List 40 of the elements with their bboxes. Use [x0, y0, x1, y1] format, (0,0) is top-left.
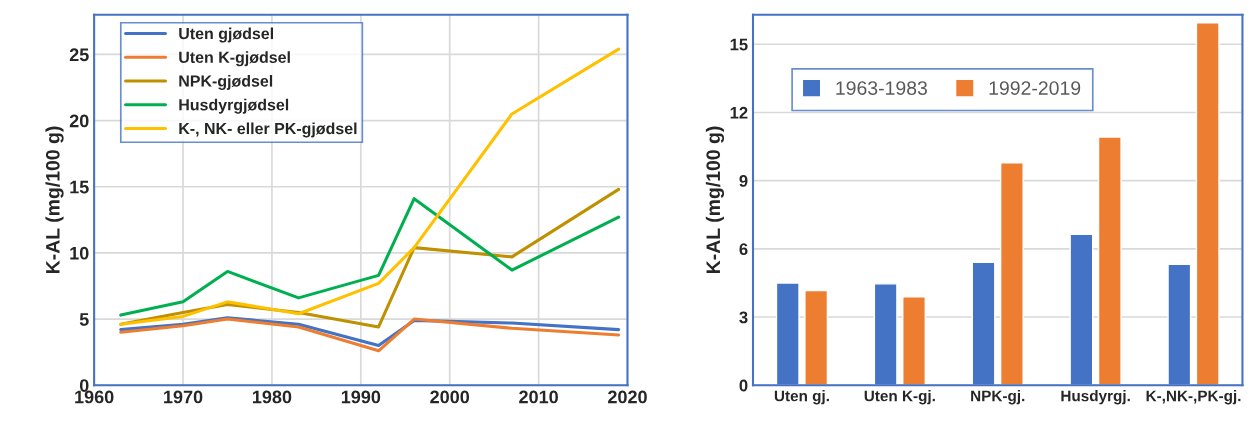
legend-label: Uten gjødsel [179, 27, 273, 43]
bar [804, 289, 829, 386]
x-tick-label: 2000 [430, 390, 470, 404]
y-tick-label: 15 [70, 180, 89, 194]
x-tick-label: 1980 [252, 390, 292, 404]
y-tick-label: 10 [70, 246, 89, 260]
bar [1195, 22, 1220, 386]
y-tick-label: 15 [730, 38, 748, 51]
line-series [119, 197, 621, 317]
y-tick-label: 9 [739, 175, 748, 187]
legend-label: Uten K-gjødsel [179, 51, 290, 67]
x-tick-label: 2020 [608, 390, 647, 404]
legend-label: 1963-1983 [836, 81, 927, 95]
x-tick-label: Uten gj. [774, 390, 829, 405]
x-tick-label: 1960 [75, 390, 114, 404]
x-tick-label: Uten K-gj. [864, 390, 935, 405]
x-tick-label: 1970 [164, 390, 203, 404]
x-tick-label: K-,NK-,PK-gj. [1146, 390, 1241, 405]
x-tick-label: 2010 [519, 390, 558, 404]
x-tick-label: NPK-gj. [971, 390, 1025, 405]
y-tick-label: 3 [739, 311, 748, 324]
bar [999, 162, 1024, 386]
legend-label: K-, NK- eller PK-gjødsel [179, 122, 357, 138]
y-axis-title: K-AL (mg/100 g) [705, 126, 725, 274]
y-tick-label: 0 [739, 379, 748, 392]
line-series [119, 47, 621, 326]
y-tick-label: 20 [69, 114, 89, 128]
x-tick-label: Husdyrgj. [1061, 390, 1130, 405]
y-tick-label: 6 [739, 243, 748, 256]
x-tick-label: 1990 [341, 390, 381, 404]
legend-label: 1992-2019 [989, 81, 1081, 95]
bar [1097, 136, 1122, 386]
y-tick-label: 5 [79, 313, 89, 326]
y-axis-title: K-AL (mg/100 g) [45, 126, 64, 274]
legend-label: Husdyrgjødsel [179, 98, 289, 114]
y-tick-label: 0 [79, 379, 89, 392]
y-tick-label: 12 [730, 106, 748, 119]
bar [902, 296, 926, 386]
legend-label: NPK-gjødsel [179, 75, 273, 90]
y-tick-label: 25 [69, 48, 89, 62]
